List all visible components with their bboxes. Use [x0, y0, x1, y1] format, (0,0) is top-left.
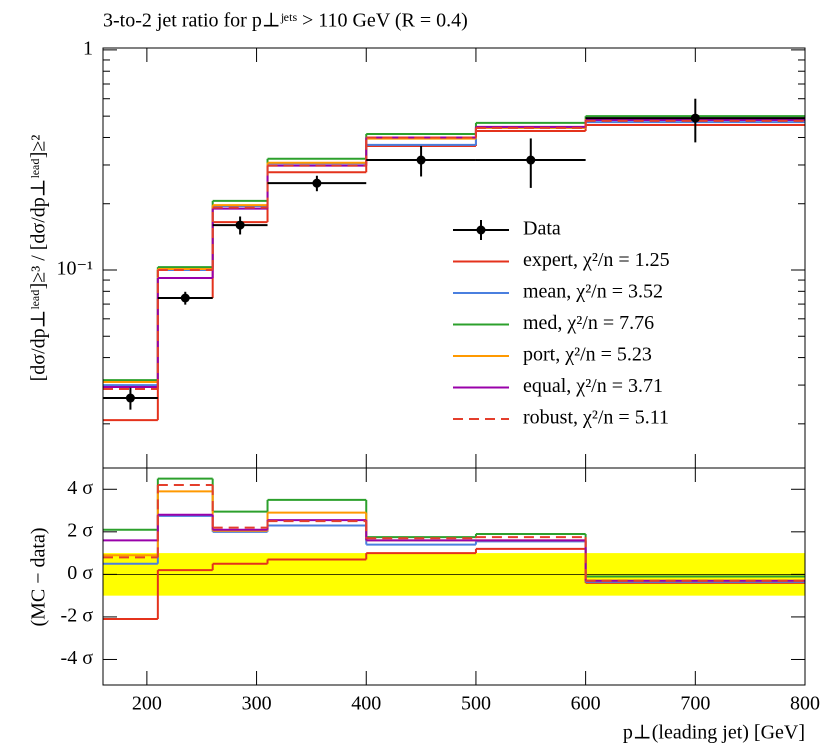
legend-label: mean, χ²/n = 3.52	[523, 281, 663, 303]
plot-frame	[102, 47, 806, 469]
y-tick-label: 4 σ	[67, 477, 93, 499]
data-point	[690, 113, 700, 123]
data-point	[180, 293, 190, 303]
x-tick-label: 700	[680, 693, 710, 715]
data-point	[416, 155, 426, 165]
plot-frame	[102, 467, 806, 686]
x-tick-label: 500	[461, 693, 491, 715]
legend-label: equal, χ²/n = 3.71	[523, 375, 663, 397]
y-axis-label: (MC − data)	[28, 527, 50, 626]
y-tick-label: 1	[83, 37, 93, 59]
y-tick-label: 10⁻¹	[56, 258, 93, 280]
chart-title: 3-to-2 jet ratio for p⊥ʲᵉᵗˢ > 110 GeV (R…	[103, 10, 468, 32]
legend-label: port, χ²/n = 5.23	[523, 344, 652, 366]
data-point	[312, 178, 322, 188]
y-axis-label: [dσ/dp⊥ˡᵉᵃᵈ]≥³ / [dσ/dp⊥ˡᵉᵃᵈ]≥²	[28, 135, 50, 382]
x-tick-label: 200	[132, 693, 162, 715]
x-tick-label: 800	[790, 693, 820, 715]
x-tick-label: 300	[242, 693, 272, 715]
y-tick-label: -2 σ	[61, 605, 94, 627]
y-tick-label: 2 σ	[67, 519, 93, 541]
legend-swatch	[476, 225, 486, 235]
x-tick-label: 400	[351, 693, 381, 715]
y-tick-label: -4 σ	[61, 647, 94, 669]
legend-label: robust, χ²/n = 5.11	[523, 407, 669, 429]
x-axis-label: p⊥(leading jet) [GeV]	[623, 722, 805, 744]
legend-label: med, χ²/n = 7.76	[523, 312, 654, 334]
x-tick-label: 600	[571, 693, 601, 715]
legend-label: expert, χ²/n = 1.25	[523, 249, 670, 271]
data-point	[125, 393, 135, 403]
legend-label: Data	[523, 218, 561, 240]
data-point	[526, 155, 536, 165]
data-point	[235, 220, 245, 230]
y-tick-label: 0 σ	[67, 562, 93, 584]
